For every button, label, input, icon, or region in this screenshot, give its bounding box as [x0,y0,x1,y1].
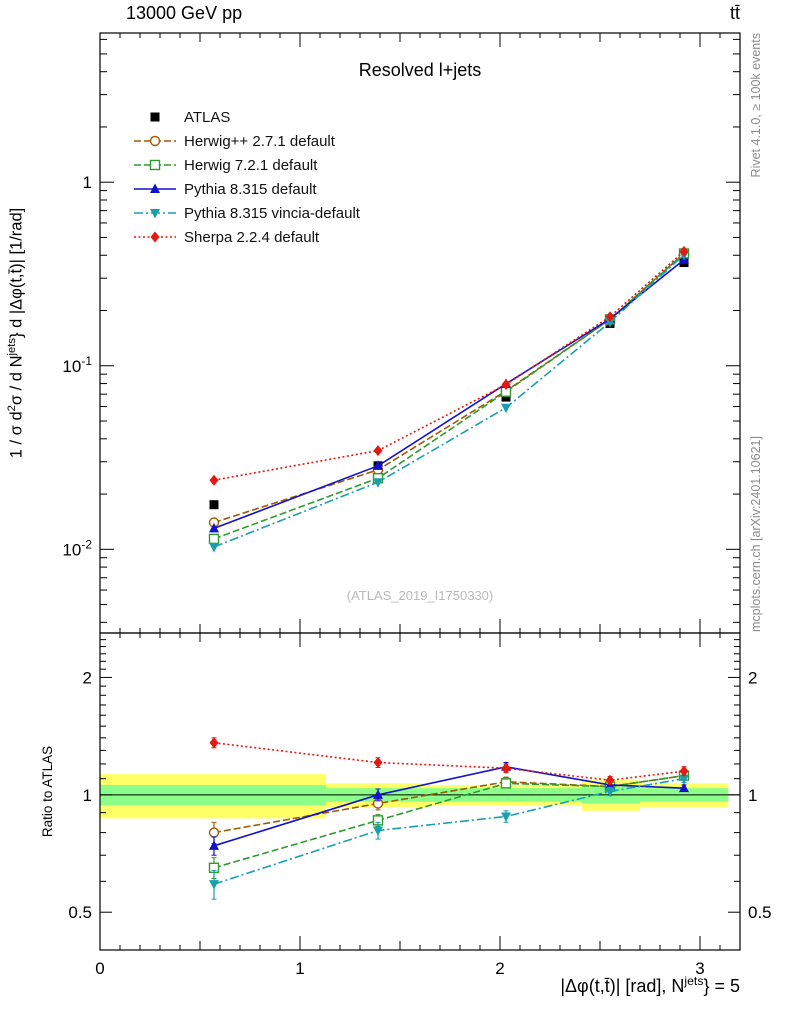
plot-title: Resolved l+jets [358,60,482,80]
legend-marker-herwigpp [134,135,176,147]
process-label: tt̄ [729,3,740,23]
series-herwig7 [208,248,690,545]
marker-triangle-down [605,318,615,328]
legend-item-pythia-vincia: Pythia 8.315 vincia-default [132,202,360,224]
x-tick-label: 2 [495,959,504,978]
marker-triangle-up [373,789,383,799]
marker-square-open [149,159,161,171]
marker-diamond [209,474,219,486]
legend-label: ATLAS [184,108,231,126]
ratio-tick-label-right: 0.5 [748,903,772,922]
rivet-version-label: Rivet 4.1.0, ≥ 100k events [749,33,763,178]
marker-diamond [679,765,689,777]
y-tick-label: 10-2 [62,537,92,559]
marker-triangle-down [373,478,383,488]
marker-diamond [679,245,689,257]
legend-item-pythia: Pythia 8.315 default [132,178,360,200]
ylabel-part: σ / d N [7,355,26,406]
legend-marker-pythia-vincia [134,209,176,219]
marker-diamond [150,231,160,243]
x-tick-label: 0 [95,959,104,978]
legend-item-herwigpp: Herwig++ 2.7.1 default [132,130,360,152]
legend: ATLAS Herwig++ 2.7.1 default Herwig 7.2.1 … [132,106,360,248]
marker-triangle-up [679,782,689,793]
beam-energy-label: 13000 GeV pp [126,3,243,23]
legend-marker-herwig7 [134,159,176,171]
marker-triangle-up [209,840,219,850]
marker-triangle-down [679,774,689,785]
series-herwigpp [208,248,690,528]
ratio-tick-label-left: 1 [83,786,92,805]
marker-triangle-up [373,460,383,470]
marker-square-open [500,778,512,789]
legend-label: Herwig++ 2.7.1 default [184,132,335,150]
legend-label: Pythia 8.315 vincia-default [184,204,360,222]
marker-square-filled [501,392,511,402]
ylabel-part: } d |Δφ(t,t̄)| [1/rad] [7,207,26,339]
marker-diamond [501,379,511,391]
marker-triangle-down [501,812,511,822]
marker-diamond [605,311,615,323]
x-tick-label: 3 [695,959,704,978]
axes-frame: 0 1 2 3 1 10-1 10-2 2 2 1 1 0.5 0.5 [62,32,772,978]
ylabel-sup: 2 [6,405,18,412]
marker-triangle-down [209,542,219,553]
ratio-uncertainty-bands [100,774,740,819]
marker-diamond [209,737,219,749]
marker-diamond [605,774,615,786]
legend-item-herwig7: Herwig 7.2.1 default [132,154,360,176]
xlabel-part: |Δφ(t,t̄)| [rad], N [560,976,685,996]
marker-diamond [373,757,383,769]
xlabel-sup: jets [684,974,704,988]
marker-diamond [501,762,511,774]
series-pythia-vincia [209,250,689,553]
marker-triangle-down [373,826,383,837]
ratio-tick-label-right: 1 [748,786,757,805]
ratio-tick-label-right: 2 [748,668,757,687]
legend-item-atlas: ATLAS [132,106,360,128]
marker-square-filled [150,112,160,122]
legend-label: Herwig 7.2.1 default [184,156,318,174]
legend-marker-pythia [134,183,176,193]
series-sherpa [209,245,689,486]
legend-marker-atlas [150,112,160,122]
ylabel-part: 1 / σ d [7,411,26,459]
series-atlas [209,258,689,510]
marker-triangle-down [501,403,511,414]
xlabel-part: } = 5 [703,976,740,996]
ratio-series-pythia-vincia [209,774,689,900]
y-tick-label: 10-1 [62,354,92,376]
x-tick-label: 1 [295,959,304,978]
marker-circle-open [149,135,161,147]
legend-marker-sherpa [134,231,176,243]
marker-triangle-down [605,787,615,797]
x-axis-label: |Δφ(t,t̄)| [rad], Njets} = 5 [300,974,740,997]
y-axis-label-main: 1 / σ d2σ / d Njets} d |Δφ(t,t̄)| [1/rad… [6,33,27,633]
legend-label: Sherpa 2.2.4 default [184,228,320,246]
marker-triangle-up [150,183,160,193]
legend-item-sherpa: Sherpa 2.2.4 default [132,226,360,248]
marker-square-filled [209,500,219,510]
ratio-tick-label-left: 2 [83,668,92,687]
marker-triangle-down [150,209,160,219]
ratio-tick-label-left: 0.5 [68,903,92,922]
marker-circle-open [208,827,220,838]
marker-diamond [373,445,383,457]
ratio-series-sherpa [209,737,689,786]
marker-triangle-down [209,880,219,890]
legend-label: Pythia 8.315 default [184,180,317,198]
series-pythia [209,254,689,533]
analysis-watermark: (ATLAS_2019_I1750330) [346,588,494,603]
mcplots-arxiv-label: mcplots.cern.ch [arXiv:2401.10621] [749,436,763,632]
y-axis-label-ratio: Ratio to ATLAS [40,745,55,838]
ylabel-sup: jets [6,338,18,356]
marker-triangle-up [209,522,219,533]
marker-square-open [208,533,220,545]
y-tick-label: 1 [83,173,92,192]
